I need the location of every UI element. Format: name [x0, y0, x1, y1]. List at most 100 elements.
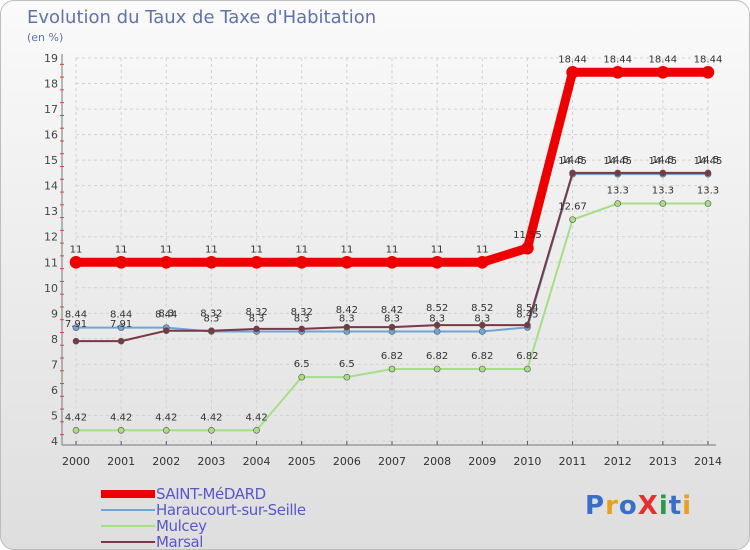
y-tick-label: 13 — [44, 205, 58, 218]
data-label: 8.45 — [516, 309, 538, 320]
data-point — [614, 169, 622, 177]
data-label: 7.91 — [65, 319, 87, 330]
data-label: 18.44 — [558, 54, 587, 65]
x-tick-label: 2013 — [649, 455, 677, 468]
data-point — [253, 426, 260, 434]
x-tick-label: 2014 — [694, 455, 722, 468]
data-label: 18.44 — [603, 54, 632, 65]
data-label: 11 — [160, 244, 173, 255]
data-label: 8.52 — [471, 303, 493, 314]
data-label: 18.44 — [694, 54, 723, 65]
data-point — [114, 255, 128, 269]
data-point — [340, 255, 354, 269]
logo-letter: t — [668, 491, 683, 521]
data-point — [478, 321, 486, 329]
y-tick-label: 9 — [51, 307, 58, 320]
data-point — [69, 255, 83, 269]
data-label: 4.42 — [245, 412, 267, 423]
data-point — [704, 169, 712, 177]
legend-label: Haraucourt-sur-Seille — [156, 501, 306, 519]
y-tick-label: 10 — [44, 282, 58, 295]
data-label: 13.3 — [607, 186, 629, 197]
data-point — [117, 426, 125, 434]
data-label: 6.82 — [426, 351, 448, 362]
data-label: 4.42 — [65, 412, 87, 423]
data-point — [388, 323, 396, 331]
data-label: 8.44 — [110, 310, 132, 321]
x-tick-label: 2002 — [152, 455, 180, 468]
logo-letter: i — [682, 491, 693, 521]
data-label: 14.45 — [603, 156, 632, 167]
data-label: 4.42 — [155, 412, 177, 423]
data-label: 4.42 — [110, 412, 132, 423]
data-point — [298, 325, 306, 333]
data-point — [72, 337, 80, 345]
data-label: 11 — [340, 244, 353, 255]
data-label: 11 — [295, 244, 308, 255]
data-label: 8.3 — [249, 313, 265, 324]
data-label: 8.32 — [291, 307, 313, 318]
data-point — [385, 255, 399, 269]
data-label: 14.5 — [607, 155, 629, 166]
data-label: 8.32 — [200, 309, 222, 320]
data-label: 6.82 — [381, 351, 403, 362]
data-label: 14.5 — [561, 155, 583, 166]
data-label: 14.5 — [697, 155, 719, 166]
data-point — [253, 325, 260, 333]
logo-letter: P — [585, 491, 606, 521]
data-point — [611, 65, 625, 79]
y-tick-label: 12 — [44, 231, 58, 244]
data-label: 13.3 — [652, 186, 674, 197]
y-tick-label: 8 — [51, 333, 58, 346]
logo-letter: i — [658, 491, 669, 521]
y-tick-label: 16 — [44, 129, 58, 142]
data-point — [295, 255, 309, 269]
data-label: 8.54 — [516, 303, 538, 314]
data-label: 11.55 — [513, 230, 542, 241]
data-point — [659, 200, 667, 207]
data-point — [475, 255, 489, 269]
logo-letter: r — [605, 491, 619, 521]
data-label: 8.3 — [294, 313, 310, 324]
data-point — [524, 365, 531, 373]
y-tick-label: 4 — [51, 435, 58, 448]
x-tick-label: 2003 — [197, 455, 225, 468]
data-label: 8.44 — [155, 310, 177, 321]
legend-swatch — [101, 490, 155, 498]
data-point — [430, 255, 444, 269]
data-label: 18.44 — [649, 54, 678, 65]
data-point — [117, 324, 125, 331]
data-point — [521, 241, 534, 255]
x-tick-label: 2004 — [243, 455, 271, 468]
proxiti-logo: ProXiti — [585, 491, 692, 521]
logo-letter: X — [637, 491, 659, 521]
y-tick-label: 18 — [44, 78, 58, 91]
x-tick-label: 2001 — [107, 455, 135, 468]
data-label: 6.82 — [516, 351, 538, 362]
data-point — [478, 365, 486, 373]
data-label: 14.45 — [694, 156, 723, 167]
logo-letter: o — [618, 491, 638, 521]
data-label: 8.52 — [426, 303, 448, 314]
data-label: 8.32 — [245, 307, 267, 318]
x-tick-label: 2006 — [333, 455, 361, 468]
x-tick-label: 2010 — [513, 455, 541, 468]
data-point — [569, 169, 576, 177]
data-label: 12.67 — [558, 202, 587, 213]
data-label: 14.45 — [649, 156, 678, 167]
x-tick-label: 2000 — [62, 455, 90, 468]
data-point — [524, 321, 531, 329]
data-point — [159, 255, 173, 269]
data-point — [343, 323, 351, 331]
data-point — [388, 365, 396, 373]
data-label: 8.3 — [474, 313, 490, 324]
data-point — [656, 65, 670, 79]
data-label: 14.45 — [558, 156, 587, 167]
data-point — [205, 255, 218, 269]
data-label: 11 — [205, 244, 218, 255]
data-label: 11 — [250, 244, 263, 255]
data-label: 8.3 — [203, 313, 219, 324]
y-tick-label: 11 — [44, 256, 58, 269]
